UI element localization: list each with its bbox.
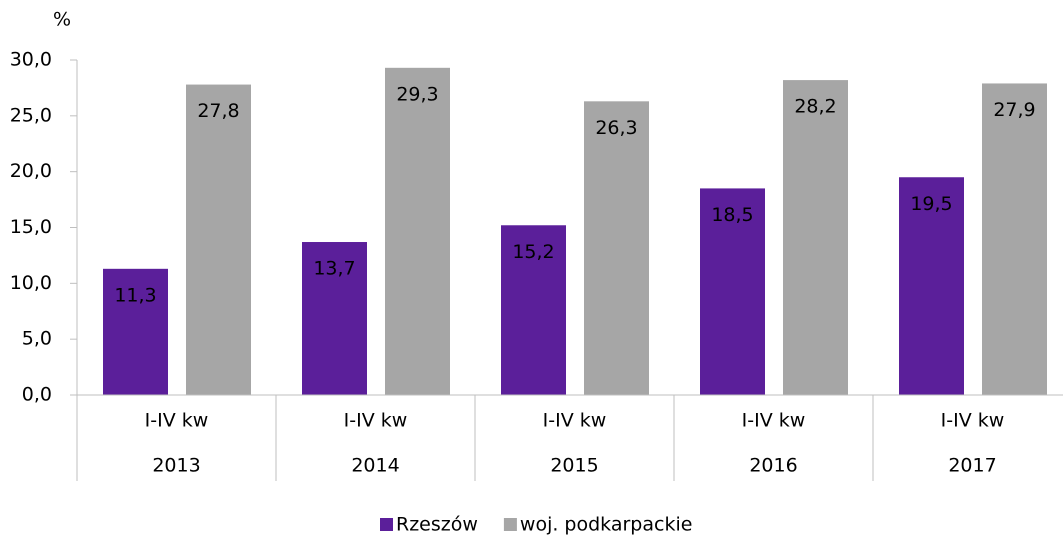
bar	[584, 101, 649, 396]
bar	[302, 242, 367, 395]
bar	[501, 225, 566, 395]
value-label: 29,3	[396, 83, 438, 105]
y-tick-label: 25,0	[10, 104, 52, 126]
x-tick-label: 2013	[152, 455, 200, 477]
x-subcategory-label: I-IV kw	[543, 410, 607, 432]
legend-swatch	[503, 518, 517, 531]
x-subcategory-label: I-IV kw	[941, 410, 1005, 432]
value-label: 11,3	[114, 284, 156, 306]
value-label: 18,5	[711, 204, 753, 226]
y-tick-label: 5,0	[22, 328, 52, 350]
value-label: 27,9	[993, 99, 1035, 121]
value-label: 28,2	[794, 96, 836, 118]
x-subcategory-label: I-IV kw	[145, 410, 209, 432]
legend-swatch	[380, 518, 393, 531]
value-label: 19,5	[910, 193, 952, 215]
y-tick-label: 15,0	[10, 216, 52, 238]
y-tick-label: 30,0	[10, 49, 52, 71]
x-subcategory-label: I-IV kw	[742, 410, 806, 432]
y-tick-label: 20,0	[10, 160, 52, 182]
legend-label: Rzeszów	[396, 514, 478, 536]
x-tick-label: 2015	[550, 455, 598, 477]
x-tick-label: 2014	[351, 455, 399, 477]
bar	[700, 188, 765, 395]
bar	[186, 84, 251, 396]
bar	[982, 83, 1047, 395]
bar	[783, 80, 848, 395]
bar	[899, 177, 964, 395]
x-tick-label: 2017	[948, 455, 996, 477]
value-label: 27,8	[197, 100, 239, 122]
value-label: 13,7	[313, 258, 355, 280]
y-axis-label: %	[53, 9, 71, 31]
bar	[103, 268, 168, 395]
bar	[385, 67, 450, 396]
x-tick-label: 2016	[749, 455, 797, 477]
legend-label: woj. podkarpackie	[520, 514, 693, 536]
value-label: 26,3	[595, 117, 637, 139]
y-tick-label: 0,0	[22, 384, 52, 406]
y-tick-label: 10,0	[10, 272, 52, 294]
x-subcategory-label: I-IV kw	[344, 410, 408, 432]
value-label: 15,2	[512, 241, 554, 263]
